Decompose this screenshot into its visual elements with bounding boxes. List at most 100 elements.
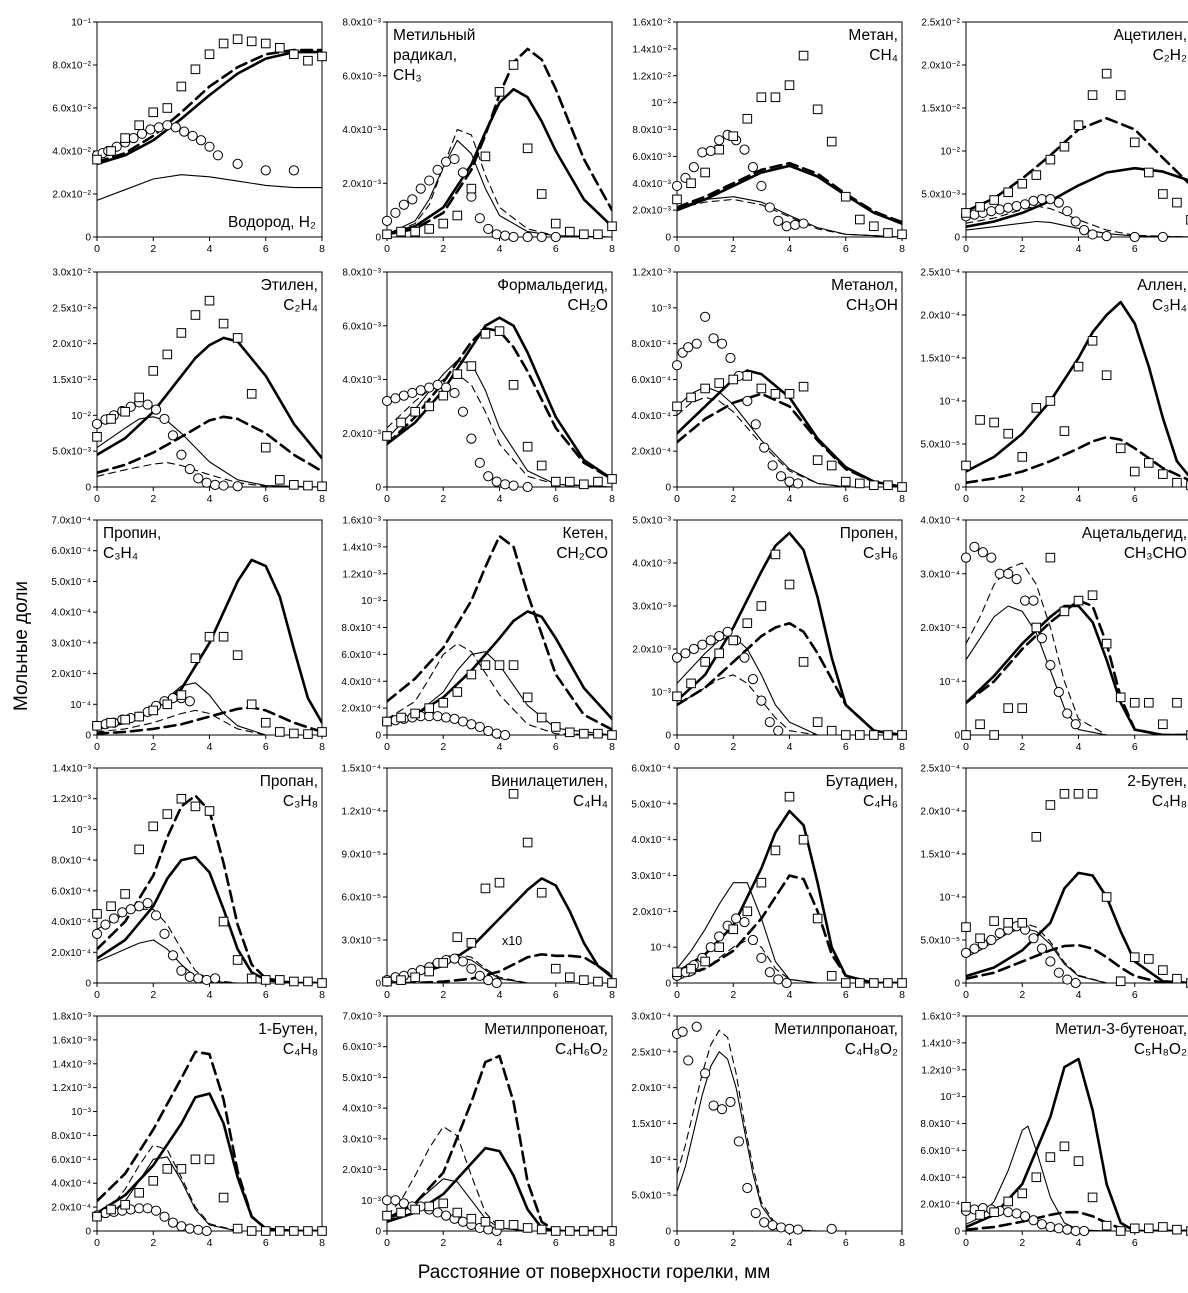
square-marker	[961, 208, 971, 218]
circle-marker	[767, 1220, 778, 1231]
series-thick-dashed	[677, 392, 902, 487]
y-tick-label: 6.0x10⁻²	[52, 104, 91, 115]
y-tick-label: 0	[85, 483, 91, 494]
y-tick-label: 10⁻²	[651, 98, 671, 109]
x-tick-label: 4	[1076, 243, 1082, 255]
series-thick-dashed	[387, 1054, 612, 1231]
y-tick-label: 6.0x10⁻⁴	[631, 764, 671, 775]
square-marker	[714, 378, 724, 388]
square-marker	[92, 909, 102, 919]
square-marker	[1172, 697, 1182, 708]
circle-marker	[1070, 719, 1081, 730]
square-marker	[897, 730, 907, 740]
square-marker	[607, 1226, 617, 1236]
y-tick-label: 10⁻¹	[71, 18, 91, 29]
square-marker	[260, 442, 271, 453]
y-tick-label: 0	[665, 731, 671, 742]
square-marker	[1158, 189, 1168, 199]
circle-marker	[1028, 195, 1039, 206]
circle-marker	[1019, 595, 1031, 606]
series-thick-dashed	[966, 117, 1188, 213]
square-marker	[190, 310, 201, 320]
circle-marker	[767, 460, 778, 471]
circle-marker	[136, 128, 148, 139]
square-marker	[148, 366, 159, 376]
series-thin-solid	[97, 1156, 322, 1231]
square-marker	[883, 730, 893, 740]
x-tick-label: 6	[263, 493, 269, 505]
x-tick-label: 2	[730, 989, 736, 1001]
circle-marker	[100, 919, 111, 930]
y-tick-label: 10⁻³	[71, 825, 91, 836]
circle-marker	[184, 696, 195, 707]
square-marker	[275, 43, 285, 53]
square-marker	[204, 806, 215, 816]
circle-marker	[826, 1223, 837, 1234]
square-marker	[593, 1226, 603, 1236]
x-tick-label: 2	[1019, 493, 1025, 505]
x-tick-label: 2	[150, 243, 156, 255]
y-tick-label: 5.0x10⁻⁵	[632, 1191, 671, 1202]
y-tick-label: 4.0x10⁻³	[632, 179, 671, 190]
x-tick-label: 0	[963, 243, 969, 255]
square-marker	[1115, 692, 1126, 703]
panel-title: Винилацетилен,	[491, 773, 608, 790]
square-marker	[382, 1210, 392, 1221]
square-marker	[134, 1187, 144, 1198]
series-thick-dashed	[966, 599, 1188, 735]
square-marker	[1045, 396, 1056, 406]
square-marker	[700, 657, 710, 667]
square-marker	[410, 1204, 420, 1215]
y-tick-label: 2.0x10⁻⁴	[51, 948, 91, 959]
circle-marker	[500, 729, 511, 741]
y-tick-label: 4.0x10⁻²	[52, 147, 91, 158]
y-tick-label: 1.5x10⁻⁴	[341, 764, 381, 775]
series-thick-solid	[97, 336, 322, 460]
square-marker	[565, 226, 575, 237]
circle-marker	[1036, 1219, 1048, 1230]
y-tick-label: 6.0x10⁻³	[342, 71, 381, 82]
square-marker	[522, 441, 533, 452]
circle-marker	[1019, 199, 1031, 210]
circle-marker	[756, 952, 767, 964]
x-tick-label: 2	[1019, 741, 1025, 753]
y-tick-label: 4.0x10⁻⁴	[920, 516, 960, 527]
circle-marker	[142, 399, 153, 410]
square-marker	[1087, 1192, 1098, 1203]
x-tick-label: 2	[1019, 243, 1025, 255]
circle-marker	[773, 974, 784, 985]
circle-marker	[700, 1068, 711, 1079]
square-marker	[1059, 606, 1070, 617]
x-tick-label: 8	[609, 989, 615, 1001]
series-thin-dashed	[966, 562, 1188, 735]
circle-marker	[150, 910, 162, 921]
panel-title: C₄H₆	[863, 793, 898, 810]
circle-marker	[1053, 197, 1064, 208]
x-tick-label: 6	[263, 243, 269, 255]
y-tick-label: 5.0x10⁻³	[52, 447, 91, 458]
circle-marker	[759, 1217, 770, 1228]
x-tick-label: 0	[963, 493, 969, 505]
y-tick-label: 8.0x10⁻²	[52, 61, 91, 72]
square-marker	[1144, 1223, 1154, 1234]
circle-marker	[775, 471, 787, 482]
square-marker	[92, 154, 102, 165]
series-thick-solid	[97, 558, 322, 731]
panel-5: 0 2 4 6 8 0 5.0x10⁻³ 10⁻² 1.5x10⁻² 2.0x10⁻² 2.5x10…	[52, 268, 327, 505]
panel-8: 0246805.0x10⁻⁵10⁻⁴1.5x10⁻⁴2.0x10⁻⁴2.5x10…	[920, 268, 1188, 505]
square-marker	[1172, 973, 1182, 984]
square-marker	[565, 1226, 575, 1236]
circle-marker	[232, 158, 243, 169]
circle-marker	[179, 126, 190, 137]
circle-marker	[108, 913, 119, 924]
x-tick-label: 8	[899, 243, 905, 255]
panel-title: C₃H₆	[863, 545, 898, 562]
series-thick-dashed	[966, 435, 1188, 484]
circle-marker	[764, 202, 775, 213]
square-marker	[1087, 336, 1098, 346]
panel-12: 02468010⁻⁴2.0x10⁻⁴3.0x10⁻⁴4.0x10⁻⁴Ацетал…	[920, 516, 1188, 753]
y-tick-label: 0	[954, 1227, 960, 1238]
panel-6: 0 2 4 6 8 0 2.0x10⁻³ 4.0x10⁻³ 6.0x10⁻³ 8.0x10⁻³ Фо…	[342, 268, 617, 505]
y-tick-label: 6.0x10⁻⁴	[341, 650, 381, 661]
circle-marker	[1053, 686, 1064, 698]
